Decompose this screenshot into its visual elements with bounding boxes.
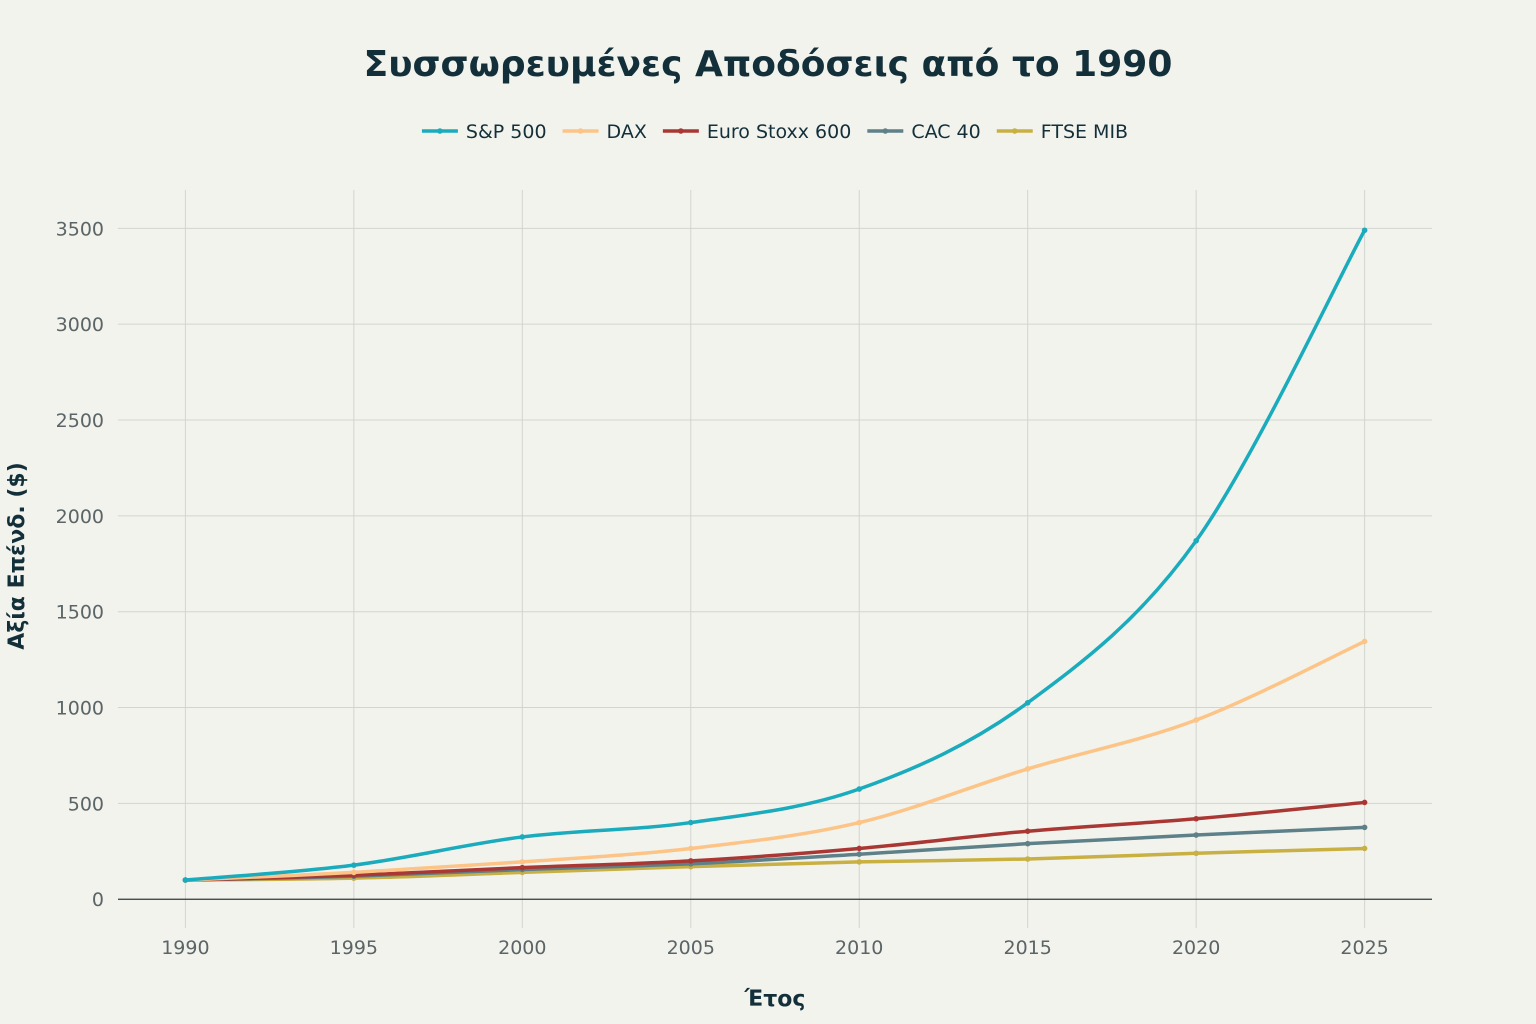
legend-marker [437,128,443,134]
legend-label: FTSE MIB [1041,121,1128,143]
data-point [1361,799,1368,806]
legend-label: CAC 40 [911,121,980,143]
data-point [1024,840,1031,847]
x-tick-label: 2020 [1172,937,1220,959]
legend-label: S&P 500 [466,121,547,143]
y-tick-label: 1000 [56,698,104,720]
gridlines [118,190,1432,928]
data-point [519,859,526,865]
series-line [183,228,1367,882]
legend-marker [882,128,889,134]
x-tick-label: 2005 [667,937,715,959]
legend-item[interactable]: S&P 500 [421,121,547,143]
data-point [1193,850,1199,857]
x-tick-label: 2010 [835,937,883,959]
y-axis-ticks: 0 500 1000 1500 2000 2500 3000 3500 [56,218,104,911]
legend-label: Euro Stoxx 600 [707,121,851,143]
data-point [856,851,863,857]
legend[interactable]: S&P 500 DAX Euro Stoxx 600 CAC 40 FTSE MIB [421,121,1128,143]
series-line [183,639,1367,882]
data-point [1361,227,1368,234]
legend-label: DAX [607,121,647,143]
series-line [183,800,1367,882]
data-point [1193,832,1199,838]
x-tick-label: 2015 [1004,937,1052,959]
y-tick-label: 2000 [56,506,104,528]
data-point [351,862,357,868]
x-tick-label: 2025 [1340,937,1388,959]
data-point [519,834,526,840]
y-axis-title: Αξία Επένδ. ($) [5,462,30,650]
data-point [182,877,189,883]
data-point [1361,638,1368,645]
x-axis-ticks: 1990 1995 2000 2005 2010 2015 2020 2025 [161,937,1389,959]
data-point [687,819,694,826]
x-tick-label: 2000 [498,937,546,959]
data-point [1024,856,1031,862]
data-point [1024,699,1031,706]
x-tick-label: 1990 [161,937,209,959]
data-point [856,786,863,792]
legend-item[interactable]: Euro Stoxx 600 [662,121,851,143]
data-point [1361,845,1368,852]
x-tick-label: 1995 [330,937,378,959]
legend-item[interactable]: CAC 40 [867,121,981,143]
legend-marker [678,128,684,134]
data-point [519,864,526,871]
data-point [687,845,694,852]
y-tick-label: 1500 [56,602,104,624]
data-point [687,858,694,864]
series-lines [182,227,1368,883]
x-axis-title: Έτος [744,987,806,1012]
series-line [183,846,1367,882]
legend-marker [577,128,584,134]
legend-item[interactable]: DAX [562,121,647,143]
data-point [351,869,357,876]
data-point [1024,828,1031,834]
data-point [1193,815,1199,822]
data-point [856,845,863,852]
data-point [1193,717,1199,723]
y-tick-label: 3500 [56,218,104,240]
legend-marker [1011,128,1018,134]
series-euro-stoxx-600 [182,799,1368,883]
y-tick-label: 2500 [56,410,104,432]
data-point [856,859,863,865]
y-tick-label: 500 [68,793,104,815]
data-point [1193,537,1199,544]
data-point [1024,766,1031,772]
y-tick-label: 3000 [56,314,104,336]
data-point [856,819,863,826]
y-tick-label: 0 [92,889,104,911]
series-dax [182,638,1368,883]
series-s-p-500 [182,227,1368,883]
legend-item[interactable]: FTSE MIB [996,121,1128,143]
data-point [1361,824,1368,831]
chart-title: Συσσωρευμένες Αποδόσεις από το 1990 [364,44,1173,85]
